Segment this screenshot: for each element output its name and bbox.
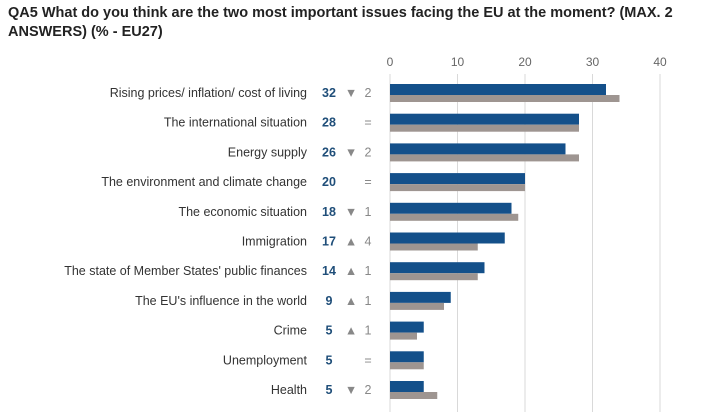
- bar-previous: [390, 392, 438, 399]
- change-value: =: [364, 353, 371, 367]
- change-up-icon: ▲: [345, 324, 357, 338]
- value-label: 20: [322, 175, 336, 189]
- category-label: Energy supply: [228, 145, 308, 159]
- bars: [390, 84, 620, 399]
- change-up-icon: ▲: [345, 264, 357, 278]
- value-label: 5: [326, 324, 333, 338]
- bar-current: [390, 113, 579, 125]
- change-down-icon: ▼: [345, 383, 357, 397]
- bar-previous: [390, 362, 424, 370]
- bar-current: [390, 321, 424, 333]
- bar-current: [390, 381, 424, 392]
- change-value: 1: [365, 324, 372, 338]
- change-up-icon: ▲: [345, 294, 357, 308]
- change-value: 1: [365, 294, 372, 308]
- change-value: 2: [365, 86, 372, 100]
- bar-current: [390, 291, 451, 303]
- x-tick-label: 40: [653, 55, 667, 69]
- bar-current: [390, 84, 606, 95]
- category-label: Rising prices/ inflation/ cost of living: [110, 86, 307, 100]
- change-value: 1: [365, 264, 372, 278]
- row-labels: Rising prices/ inflation/ cost of living…: [64, 86, 371, 397]
- bar-current: [390, 143, 566, 155]
- value-label: 14: [322, 264, 336, 278]
- bar-current: [390, 232, 505, 244]
- category-label: The state of Member States' public finan…: [64, 264, 307, 278]
- value-label: 18: [322, 205, 336, 219]
- value-label: 5: [326, 383, 333, 397]
- change-down-icon: ▼: [345, 145, 357, 159]
- bar-previous: [390, 243, 478, 251]
- change-down-icon: ▼: [345, 86, 357, 100]
- category-label: The EU's influence in the world: [135, 294, 307, 308]
- bar-previous: [390, 124, 579, 132]
- x-tick-label: 20: [518, 55, 532, 69]
- bar-current: [390, 202, 512, 214]
- category-label: Crime: [274, 324, 307, 338]
- category-label: The international situation: [164, 116, 307, 130]
- bar-previous: [390, 332, 417, 340]
- change-value: =: [364, 116, 371, 130]
- change-down-icon: ▼: [345, 205, 357, 219]
- change-value: =: [364, 175, 371, 189]
- bar-previous: [390, 213, 519, 221]
- value-label: 9: [326, 294, 333, 308]
- bar-previous: [390, 273, 478, 281]
- value-label: 26: [322, 145, 336, 159]
- value-label: 17: [322, 235, 336, 249]
- x-tick-label: 10: [451, 55, 465, 69]
- x-tick-label: 30: [586, 55, 600, 69]
- bar-previous: [390, 95, 620, 102]
- category-label: The environment and climate change: [101, 175, 307, 189]
- bar-current: [390, 173, 525, 185]
- category-label: The economic situation: [178, 205, 307, 219]
- change-value: 4: [365, 235, 372, 249]
- category-label: Immigration: [242, 235, 307, 249]
- x-tick-label: 0: [387, 55, 394, 69]
- x-axis-ticks: 0 10 20 30 40: [387, 55, 667, 69]
- change-value: 2: [365, 383, 372, 397]
- bar-current: [390, 262, 485, 274]
- change-up-icon: ▲: [345, 235, 357, 249]
- bar-previous: [390, 184, 525, 192]
- bar-current: [390, 351, 424, 363]
- change-value: 2: [365, 145, 372, 159]
- change-value: 1: [365, 205, 372, 219]
- chart-title: QA5 What do you think are the two most i…: [8, 5, 673, 40]
- value-label: 32: [322, 86, 336, 100]
- bar-previous: [390, 302, 444, 310]
- category-label: Unemployment: [223, 353, 308, 367]
- value-label: 28: [322, 116, 336, 130]
- value-label: 5: [326, 353, 333, 367]
- category-label: Health: [271, 383, 307, 397]
- bar-previous: [390, 154, 579, 162]
